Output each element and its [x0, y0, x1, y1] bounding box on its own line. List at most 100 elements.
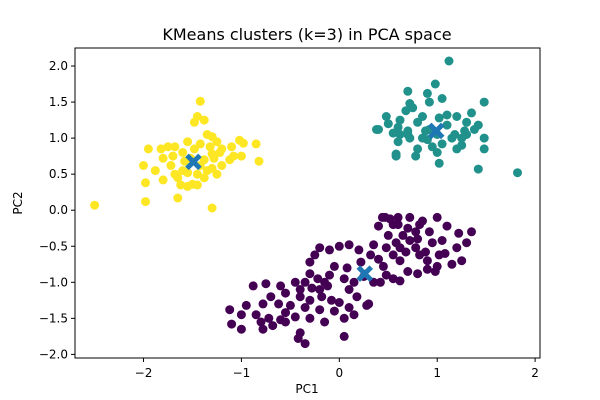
- cluster-2-point: [150, 166, 160, 176]
- cluster-1-point: [442, 110, 452, 120]
- cluster-2-point: [202, 166, 212, 176]
- cluster-0-point: [432, 212, 442, 222]
- cluster-0-point: [300, 303, 310, 312]
- cluster-0-point: [383, 230, 393, 240]
- y-tick-label: 1.0: [49, 131, 68, 145]
- cluster-1-point: [479, 133, 489, 143]
- cluster-0-point: [374, 221, 383, 231]
- x-tick-label: −1: [233, 366, 251, 380]
- cluster-0-point: [290, 312, 300, 322]
- cluster-1-point: [513, 168, 522, 178]
- cluster-1-point: [421, 126, 430, 136]
- cluster-2-point: [189, 144, 199, 154]
- y-tick-label: −1.5: [39, 311, 68, 325]
- cluster-0-point: [241, 300, 251, 310]
- cluster-0-point: [325, 270, 334, 280]
- cluster-0-point: [388, 274, 398, 284]
- cluster-0-point: [281, 308, 290, 318]
- cluster-1-point: [422, 135, 432, 145]
- cluster-0-point: [315, 243, 325, 253]
- cluster-2-point: [236, 151, 246, 161]
- x-axis-label: PC1: [295, 382, 318, 396]
- cluster-2-point: [178, 148, 188, 157]
- chart-title: KMeans clusters (k=3) in PCA space: [162, 25, 451, 44]
- cluster-0-point: [329, 261, 339, 271]
- cluster-0-point: [362, 300, 372, 310]
- y-tick-label: −0.5: [39, 239, 68, 253]
- cluster-1-point: [401, 106, 411, 116]
- cluster-2-point: [189, 117, 199, 127]
- cluster-0-point: [344, 240, 354, 250]
- cluster-2-point: [215, 148, 225, 157]
- y-tick-label: 1.5: [49, 95, 68, 109]
- cluster-0-point: [393, 212, 403, 222]
- cluster-1-point: [422, 88, 432, 98]
- cluster-0-point: [457, 256, 467, 266]
- cluster-0-point: [317, 292, 327, 302]
- cluster-2-point: [207, 203, 217, 213]
- cluster-2-point: [170, 142, 180, 152]
- cluster-2-point: [158, 153, 168, 163]
- cluster-2-point: [238, 138, 248, 148]
- cluster-0-point: [405, 236, 415, 245]
- cluster-0-point: [452, 243, 462, 253]
- cluster-0-point: [251, 310, 261, 320]
- cluster-1-point: [434, 113, 444, 123]
- cluster-2-point: [195, 96, 205, 106]
- cluster-1-point: [395, 115, 405, 125]
- cluster-0-point: [258, 299, 268, 309]
- centroid-marker: [427, 122, 445, 140]
- cluster-0-point: [225, 305, 235, 315]
- cluster-0-point: [256, 317, 266, 327]
- cluster-0-point: [427, 238, 437, 248]
- cluster-0-point: [315, 305, 325, 315]
- cluster-1-point: [388, 128, 398, 138]
- cluster-0-point: [305, 313, 315, 323]
- cluster-0-point: [334, 298, 344, 307]
- cluster-0-point: [276, 281, 286, 291]
- cluster-1-point: [391, 149, 401, 159]
- cluster-0-point: [447, 259, 457, 269]
- cluster-2-point: [209, 153, 219, 163]
- cluster-0-point: [411, 243, 421, 253]
- cluster-0-point: [334, 241, 344, 251]
- cluster-1-point: [430, 79, 440, 89]
- cluster-0-point: [442, 221, 452, 231]
- cluster-1-point: [393, 137, 403, 147]
- cluster-0-point: [395, 276, 405, 286]
- cluster-2-point: [199, 173, 209, 183]
- cluster-0-point: [268, 321, 278, 331]
- cluster-1-point: [418, 112, 427, 121]
- cluster-0-point: [339, 313, 349, 323]
- cluster-2-point: [192, 180, 202, 190]
- cluster-0-point: [329, 306, 339, 316]
- cluster-0-point: [305, 269, 315, 279]
- cluster-2-point: [173, 193, 183, 203]
- cluster-2-point: [183, 137, 193, 147]
- cluster-0-point: [421, 247, 430, 257]
- cluster-1-point: [479, 144, 489, 154]
- x-tick-label: 1: [433, 366, 441, 380]
- cluster-2-point: [254, 156, 264, 166]
- cluster-1-point: [437, 94, 447, 103]
- y-axis-label: PC2: [11, 191, 25, 214]
- cluster-0-point: [320, 317, 330, 327]
- cluster-0-point: [395, 243, 405, 253]
- cluster-0-point: [290, 277, 300, 287]
- cluster-0-point: [323, 281, 333, 291]
- cluster-1-point: [403, 86, 413, 96]
- cluster-0-point: [295, 285, 305, 294]
- cluster-0-point: [381, 243, 391, 253]
- cluster-0-point: [381, 270, 391, 280]
- cluster-0-point: [339, 331, 349, 341]
- y-tick-label: −1.0: [39, 275, 68, 289]
- cluster-0-point: [413, 234, 423, 244]
- cluster-0-point: [300, 277, 310, 287]
- cluster-0-point: [369, 240, 379, 250]
- cluster-2-point: [217, 161, 227, 170]
- cluster-0-point: [305, 257, 315, 267]
- cluster-0-point: [276, 315, 286, 325]
- cluster-0-point: [413, 269, 423, 279]
- cluster-1-point: [444, 56, 454, 66]
- cluster-0-point: [454, 228, 464, 238]
